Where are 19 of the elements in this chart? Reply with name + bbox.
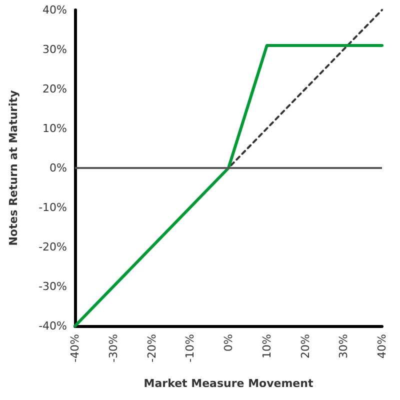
y-tick-label: 20%: [42, 82, 67, 96]
x-tick-label: 0%: [222, 334, 235, 352]
y-axis-title: Notes Return at Maturity: [7, 90, 20, 246]
y-tick-label: -40%: [38, 320, 67, 332]
x-tick-label: 20%: [298, 334, 312, 358]
y-tick-label: 0%: [50, 162, 67, 174]
x-tick-label: 10%: [260, 334, 274, 358]
x-tick-label: -10%: [184, 334, 197, 362]
y-tick-label: -20%: [38, 240, 67, 254]
y-tick-label: -10%: [38, 201, 67, 214]
y-tick-label: 40%: [42, 4, 67, 16]
x-axis-title: Market Measure Movement: [144, 377, 314, 390]
y-tick-label: 30%: [42, 43, 67, 56]
y-tick-label: -30%: [38, 280, 67, 293]
x-tick-label: -20%: [145, 334, 158, 362]
x-tick-label: 30%: [337, 334, 350, 358]
x-tick-label: 40%: [376, 334, 388, 358]
y-tick-label: 10%: [42, 122, 67, 135]
x-tick-label: -30%: [106, 334, 120, 362]
